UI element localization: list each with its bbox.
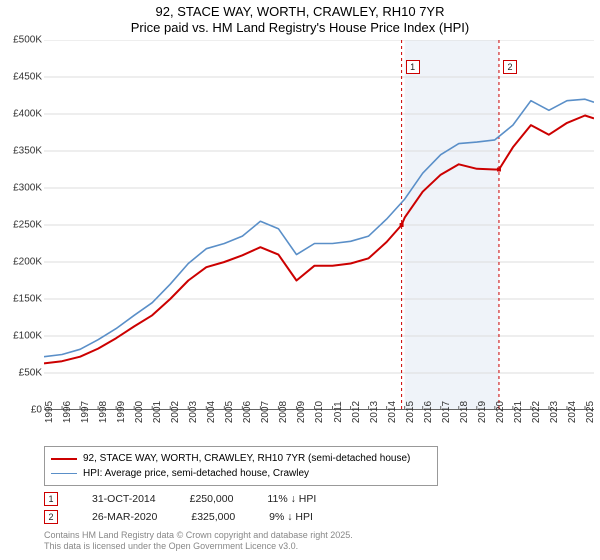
y-tick-label: £400K (2, 109, 42, 120)
sale-date-2: 26-MAR-2020 (92, 511, 157, 523)
x-tick-label: 2010 (314, 401, 325, 423)
sale-row-1: 1 31-OCT-2014 £250,000 11% ↓ HPI (44, 490, 316, 508)
y-tick-label: £250K (2, 220, 42, 231)
legend-label-hpi: HPI: Average price, semi-detached house,… (83, 466, 309, 481)
legend-label-property: 92, STACE WAY, WORTH, CRAWLEY, RH10 7YR … (83, 451, 410, 466)
chart-title-block: 92, STACE WAY, WORTH, CRAWLEY, RH10 7YR … (0, 0, 600, 35)
y-tick-label: £0 (2, 405, 42, 416)
x-tick-label: 1996 (62, 401, 73, 423)
x-tick-label: 1995 (44, 401, 55, 423)
x-tick-label: 2023 (549, 401, 560, 423)
y-tick-label: £300K (2, 183, 42, 194)
sale-date-1: 31-OCT-2014 (92, 493, 156, 505)
legend-item-hpi: HPI: Average price, semi-detached house,… (51, 466, 431, 481)
x-tick-label: 1998 (98, 401, 109, 423)
y-tick-label: £200K (2, 257, 42, 268)
x-tick-label: 2020 (495, 401, 506, 423)
legend: 92, STACE WAY, WORTH, CRAWLEY, RH10 7YR … (44, 446, 438, 486)
sale-price-2: £325,000 (191, 511, 235, 523)
y-tick-label: £150K (2, 294, 42, 305)
chart-container: 92, STACE WAY, WORTH, CRAWLEY, RH10 7YR … (0, 0, 600, 560)
x-tick-label: 2009 (296, 401, 307, 423)
x-tick-label: 2014 (387, 401, 398, 423)
x-tick-label: 2024 (567, 401, 578, 423)
x-tick-label: 2007 (260, 401, 271, 423)
x-tick-label: 2013 (369, 401, 380, 423)
sale-marker-table: 1 31-OCT-2014 £250,000 11% ↓ HPI 2 26-MA… (44, 490, 316, 526)
x-tick-label: 2021 (513, 401, 524, 423)
plot-svg (44, 40, 594, 410)
x-tick-label: 2015 (405, 401, 416, 423)
x-tick-label: 2003 (188, 401, 199, 423)
sale-delta-2: 9% ↓ HPI (269, 511, 313, 523)
y-tick-label: £100K (2, 331, 42, 342)
footer-attribution: Contains HM Land Registry data © Crown c… (44, 530, 353, 553)
x-tick-label: 2022 (531, 401, 542, 423)
plot-area (44, 40, 594, 410)
x-tick-label: 2025 (585, 401, 596, 423)
x-tick-label: 2018 (459, 401, 470, 423)
title-line-2: Price paid vs. HM Land Registry's House … (0, 20, 600, 36)
x-tick-label: 1997 (80, 401, 91, 423)
x-tick-label: 2008 (278, 401, 289, 423)
y-tick-label: £450K (2, 72, 42, 83)
title-line-1: 92, STACE WAY, WORTH, CRAWLEY, RH10 7YR (0, 4, 600, 20)
sale-row-2: 2 26-MAR-2020 £325,000 9% ↓ HPI (44, 508, 316, 526)
x-tick-label: 2016 (423, 401, 434, 423)
x-tick-label: 2000 (134, 401, 145, 423)
y-tick-label: £500K (2, 35, 42, 46)
x-tick-label: 2011 (333, 401, 344, 423)
sale-delta-1: 11% ↓ HPI (267, 493, 316, 505)
x-tick-label: 2004 (206, 401, 217, 423)
sale-marker-box: 2 (503, 60, 517, 74)
sale-price-1: £250,000 (190, 493, 234, 505)
footer-line-2: This data is licensed under the Open Gov… (44, 541, 353, 552)
y-tick-label: £350K (2, 146, 42, 157)
x-tick-label: 2005 (224, 401, 235, 423)
x-tick-label: 2012 (351, 401, 362, 423)
x-tick-label: 1999 (116, 401, 127, 423)
x-tick-label: 2002 (170, 401, 181, 423)
sale-marker-box: 1 (406, 60, 420, 74)
legend-swatch-hpi (51, 473, 77, 474)
x-tick-label: 2017 (441, 401, 452, 423)
legend-item-property: 92, STACE WAY, WORTH, CRAWLEY, RH10 7YR … (51, 451, 431, 466)
x-tick-label: 2001 (152, 401, 163, 423)
sale-index-box-2: 2 (44, 510, 58, 524)
y-tick-label: £50K (2, 368, 42, 379)
x-tick-label: 2006 (242, 401, 253, 423)
sale-index-box-1: 1 (44, 492, 58, 506)
x-tick-label: 2019 (477, 401, 488, 423)
legend-swatch-property (51, 458, 77, 460)
footer-line-1: Contains HM Land Registry data © Crown c… (44, 530, 353, 541)
